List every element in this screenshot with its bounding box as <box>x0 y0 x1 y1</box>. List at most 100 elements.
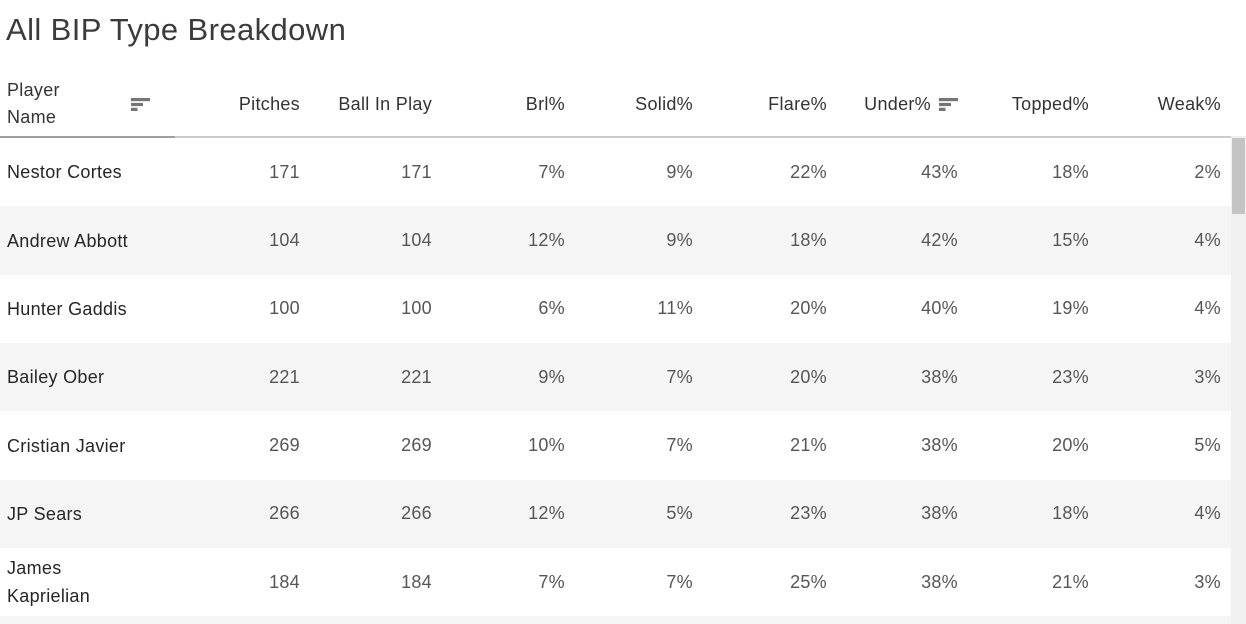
value-cell-weak-pct[interactable]: 4% <box>1194 230 1221 251</box>
column-header-topped-pct[interactable]: Topped% <box>958 72 1089 136</box>
value-cell-topped-pct[interactable]: 18% <box>1052 161 1089 182</box>
player-name-cell[interactable]: Hunter Gaddis <box>0 275 175 343</box>
value-cell-solid-pct[interactable]: 7% <box>666 366 693 387</box>
column-header-label: Topped% <box>1011 93 1089 114</box>
value-cell-flare-pct[interactable]: 25% <box>790 571 827 592</box>
column-header-label: Flare% <box>768 93 827 114</box>
value-cell-weak-pct[interactable]: 4% <box>1194 298 1221 319</box>
table-row: Bailey Ober 221 221 9% 7% 20% 38% 23% 3% <box>0 343 1231 412</box>
value-cell-brl-pct[interactable]: 6% <box>538 298 565 319</box>
value-cell-under-pct[interactable]: 38% <box>921 571 958 592</box>
table-row: Cristian Javier 269 269 10% 7% 21% 38% 20% 5% <box>0 411 1231 479</box>
value-cell-flare-pct[interactable]: 18% <box>790 230 827 251</box>
value-cell-brl-pct[interactable]: 12% <box>528 503 565 524</box>
player-name: Cristian Javier <box>7 435 126 456</box>
column-header-label: Pitches <box>238 93 300 114</box>
page-title: All BIP Type Breakdown <box>6 12 347 47</box>
column-header-under-pct[interactable]: Under% <box>827 72 958 136</box>
value-cell-flare-pct[interactable]: 20% <box>790 366 827 387</box>
player-name-cell[interactable]: Nestor Cortes <box>0 138 175 206</box>
player-name: Andrew Abbott <box>7 230 128 251</box>
value-cell-solid-pct[interactable]: 7% <box>666 435 693 456</box>
value-cell-solid-pct[interactable]: 7% <box>666 571 693 592</box>
value-cell-flare-pct[interactable]: 22% <box>790 161 827 182</box>
column-header-label: Ball In Play <box>338 93 432 114</box>
column-header-ball-in-play[interactable]: Ball In Play <box>300 72 432 136</box>
value-cell-under-pct[interactable]: 38% <box>921 366 958 387</box>
column-header-label: Solid% <box>635 93 693 114</box>
value-cell-ball-in-play[interactable]: 184 <box>401 571 432 592</box>
value-cell-topped-pct[interactable]: 20% <box>1052 435 1089 456</box>
player-name-cell[interactable]: Andrew Abbott <box>0 206 175 274</box>
value-cell-ball-in-play[interactable]: 100 <box>401 298 432 319</box>
column-header-brl-pct[interactable]: Brl% <box>432 72 565 136</box>
value-cell-weak-pct[interactable]: 3% <box>1194 366 1221 387</box>
value-cell-ball-in-play[interactable]: 221 <box>401 366 432 387</box>
value-cell-topped-pct[interactable]: 15% <box>1052 230 1089 251</box>
value-cell-under-pct[interactable]: 38% <box>921 503 958 524</box>
value-cell-ball-in-play[interactable]: 266 <box>401 503 432 524</box>
value-cell-topped-pct[interactable]: 18% <box>1052 503 1089 524</box>
table-row: Nestor Cortes 171 171 7% 9% 22% 43% 18% 2% <box>0 138 1231 206</box>
value-cell-solid-pct[interactable]: 9% <box>666 161 693 182</box>
table-row-partial <box>0 616 1231 624</box>
value-cell-under-pct[interactable]: 40% <box>921 298 958 319</box>
value-cell-topped-pct[interactable]: 23% <box>1052 366 1089 387</box>
value-cell-ball-in-play[interactable]: 171 <box>401 161 432 182</box>
column-header-solid-pct[interactable]: Solid% <box>565 72 693 136</box>
player-name: Hunter Gaddis <box>7 298 127 319</box>
header-border-name-column <box>0 136 175 138</box>
column-header-player-name[interactable]: Player Name <box>0 72 175 136</box>
value-cell-ball-in-play[interactable]: 269 <box>401 435 432 456</box>
column-header-label: Player Name <box>7 80 60 127</box>
value-cell-flare-pct[interactable]: 20% <box>790 298 827 319</box>
value-cell-pitches[interactable]: 171 <box>269 161 300 182</box>
header-border-body <box>175 136 1231 138</box>
player-name-cell[interactable]: JP Sears <box>0 480 175 548</box>
column-header-pitches[interactable]: Pitches <box>175 72 300 136</box>
player-name-cell[interactable]: Cristian Javier <box>0 411 175 479</box>
value-cell-brl-pct[interactable]: 7% <box>538 161 565 182</box>
value-cell-pitches[interactable]: 221 <box>269 366 300 387</box>
sort-descending-icon[interactable] <box>939 97 958 111</box>
value-cell-solid-pct[interactable]: 5% <box>666 503 693 524</box>
value-cell-pitches[interactable]: 184 <box>269 571 300 592</box>
value-cell-solid-pct[interactable]: 9% <box>666 230 693 251</box>
value-cell-pitches[interactable]: 104 <box>269 230 300 251</box>
value-cell-under-pct[interactable]: 38% <box>921 435 958 456</box>
scrollbar-thumb[interactable] <box>1232 138 1245 214</box>
value-cell-solid-pct[interactable]: 11% <box>657 298 693 319</box>
value-cell-topped-pct[interactable]: 21% <box>1052 571 1089 592</box>
value-cell-brl-pct[interactable]: 9% <box>538 366 565 387</box>
table-row: James Kaprielian 184 184 7% 7% 25% 38% 21% 3% <box>0 548 1231 616</box>
value-cell-weak-pct[interactable]: 2% <box>1194 161 1221 182</box>
player-name-cell[interactable]: James Kaprielian <box>0 548 175 616</box>
column-header-label: Brl% <box>525 93 565 114</box>
value-cell-brl-pct[interactable]: 7% <box>538 571 565 592</box>
value-cell-flare-pct[interactable]: 21% <box>790 435 827 456</box>
vertical-scrollbar[interactable] <box>1231 136 1246 624</box>
value-cell-weak-pct[interactable]: 4% <box>1194 503 1221 524</box>
value-cell-ball-in-play[interactable]: 104 <box>401 230 432 251</box>
value-cell-weak-pct[interactable]: 5% <box>1194 435 1221 456</box>
value-cell-brl-pct[interactable]: 10% <box>528 435 565 456</box>
value-cell-topped-pct[interactable]: 19% <box>1052 298 1089 319</box>
value-cell-pitches[interactable]: 100 <box>269 298 300 319</box>
column-header-flare-pct[interactable]: Flare% <box>693 72 827 136</box>
player-name: Bailey Ober <box>7 367 105 388</box>
column-header-label: Under% <box>864 93 931 114</box>
table-body: Nestor Cortes 171 171 7% 9% 22% 43% 18% 2% Andrew… <box>0 138 1231 616</box>
player-name-cell[interactable]: Bailey Ober <box>0 343 175 411</box>
column-header-weak-pct[interactable]: Weak% <box>1089 72 1221 136</box>
player-name: JP Sears <box>7 503 83 524</box>
value-cell-pitches[interactable]: 266 <box>269 503 300 524</box>
value-cell-under-pct[interactable]: 42% <box>921 230 958 251</box>
table-row: Andrew Abbott 104 104 12% 9% 18% 42% 15% 4% <box>0 206 1231 275</box>
value-cell-brl-pct[interactable]: 12% <box>528 230 565 251</box>
value-cell-under-pct[interactable]: 43% <box>921 161 958 182</box>
value-cell-pitches[interactable]: 269 <box>269 435 300 456</box>
sort-descending-icon[interactable] <box>131 97 150 111</box>
player-name: James Kaprielian <box>7 558 91 607</box>
value-cell-flare-pct[interactable]: 23% <box>790 503 827 524</box>
value-cell-weak-pct[interactable]: 3% <box>1194 571 1221 592</box>
